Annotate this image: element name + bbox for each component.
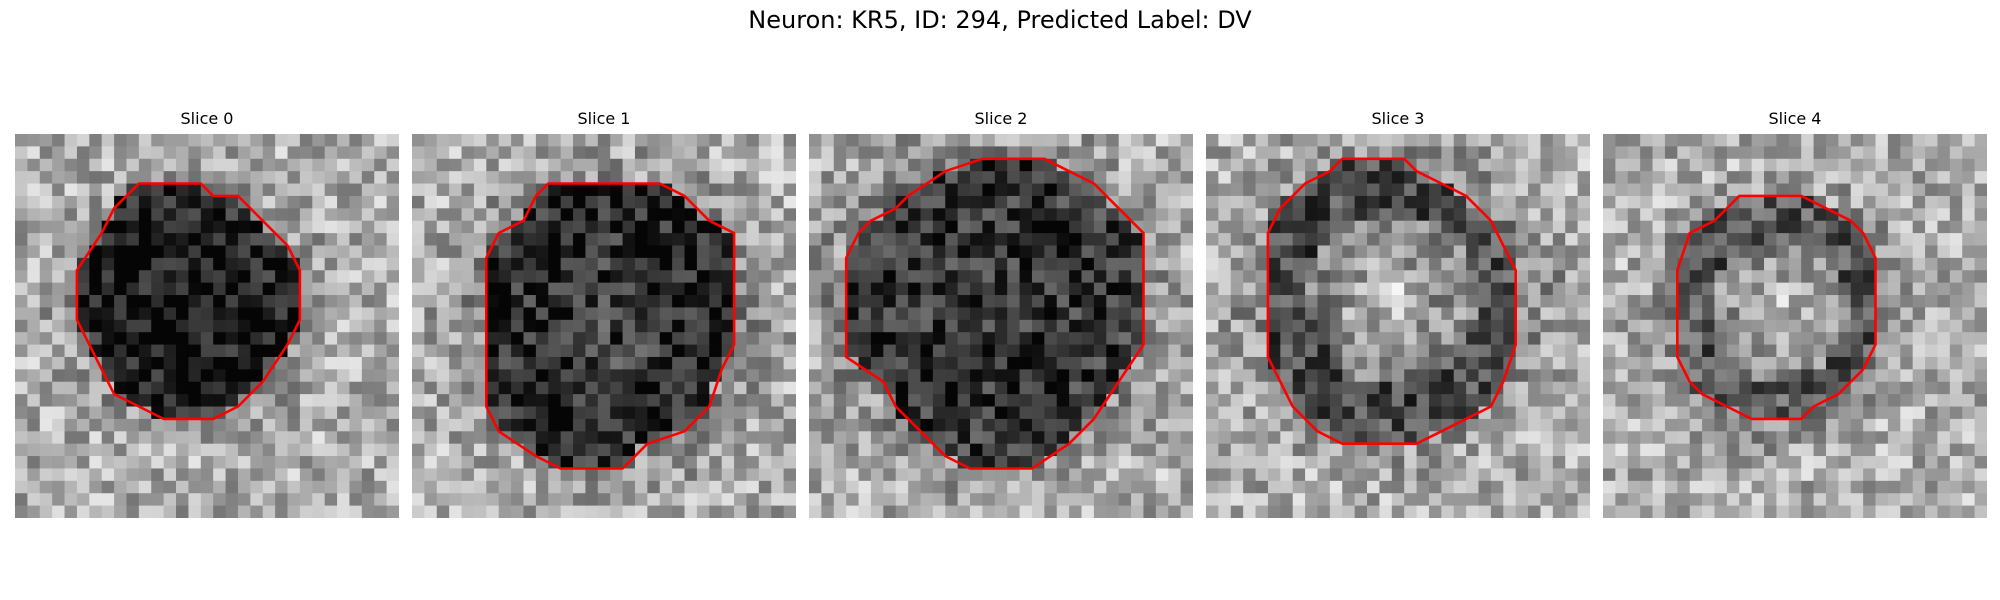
slice-title: Slice 3 [1371,109,1425,128]
slice-panel-3: Slice 3 [1206,108,1590,518]
roi-contour [1266,157,1518,446]
figure-title: Neuron: KR5, ID: 294, Predicted Label: D… [748,6,1252,34]
pixel-grid [1206,134,1590,518]
slice-image-1 [412,134,796,518]
slice-image-4 [1603,134,1987,518]
roi-contour [75,182,302,421]
roi-contour [485,182,736,470]
pixel-grid [412,134,796,518]
slice-panel-4: Slice 4 [1603,108,1987,518]
slice-image-0 [15,134,399,518]
slice-title: Slice 2 [974,109,1028,128]
pixel-grid [15,134,399,518]
slice-title: Slice 4 [1768,109,1822,128]
pixel-grid [1603,134,1987,518]
pixel-grid [809,134,1193,518]
slice-panel-1: Slice 1 [412,108,796,518]
slice-panel-0: Slice 0 [15,108,399,518]
roi-contour [844,157,1145,470]
slice-panel-2: Slice 2 [809,108,1193,518]
slice-image-3 [1206,134,1590,518]
roi-contour [1676,194,1877,421]
slice-image-2 [809,134,1193,518]
slice-title: Slice 0 [180,109,234,128]
slice-title: Slice 1 [577,109,631,128]
